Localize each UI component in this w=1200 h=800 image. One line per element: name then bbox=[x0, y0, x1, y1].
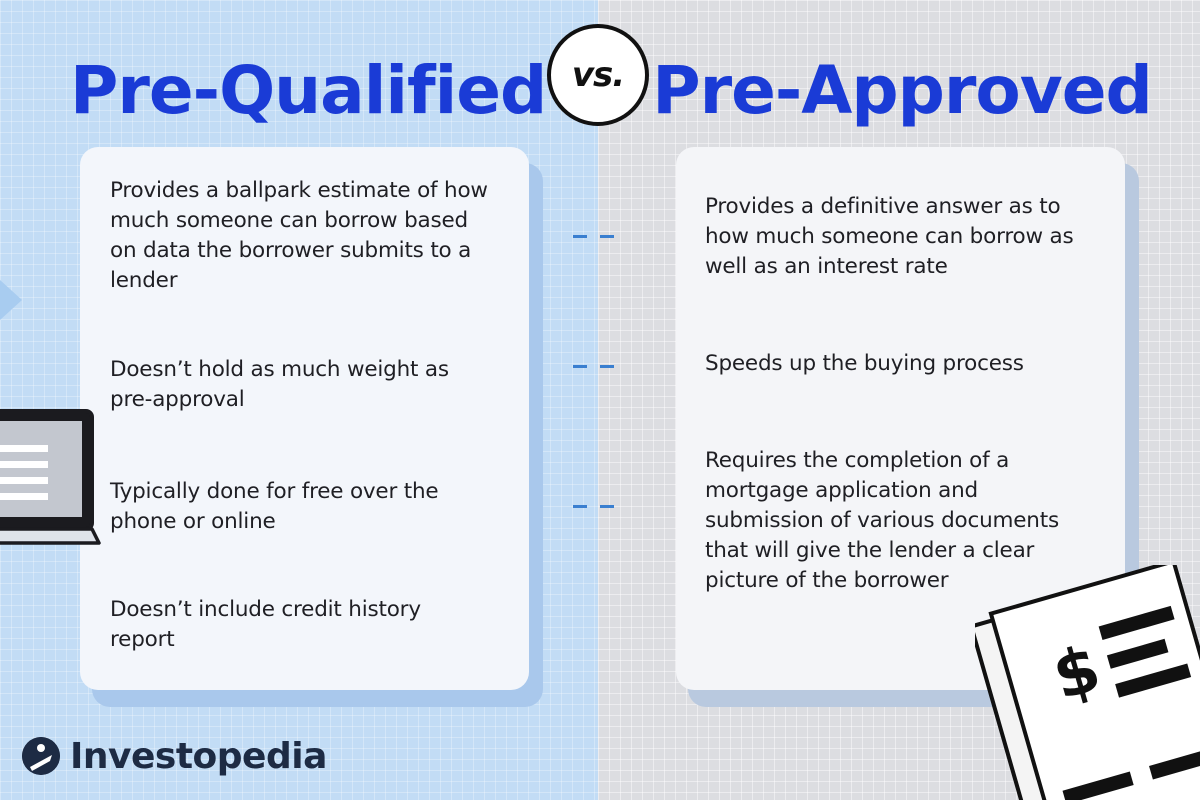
connector-dash bbox=[600, 505, 614, 508]
pre-qualified-item: Doesn’t hold as much weight as pre-appro… bbox=[110, 357, 449, 412]
connector-dash bbox=[600, 365, 614, 368]
pre-approved-item: Speeds up the buying process bbox=[705, 351, 1024, 376]
pre-qualified-card bbox=[80, 147, 529, 690]
pre-qualified-title: Pre-Qualified bbox=[70, 52, 547, 129]
connector-dash bbox=[573, 365, 587, 368]
pre-approved-item: Provides a definitive answer as to how m… bbox=[705, 194, 1074, 279]
investopedia-logo-icon bbox=[22, 737, 60, 775]
investopedia-logo: Investopedia bbox=[22, 728, 327, 784]
pre-qualified-item: Doesn’t include credit history report bbox=[110, 597, 421, 652]
connector-dash bbox=[573, 505, 587, 508]
vs-badge: vs. bbox=[547, 24, 649, 126]
dollar-documents-icon: $ bbox=[975, 565, 1200, 800]
pre-approved-title: Pre-Approved bbox=[652, 52, 1153, 129]
connector-dash bbox=[600, 235, 614, 238]
laptop-icon bbox=[0, 409, 101, 545]
pre-qualified-item: Typically done for free over the phone o… bbox=[110, 479, 439, 534]
investopedia-wordmark: Investopedia bbox=[70, 735, 327, 777]
pre-qualified-item: Provides a ballpark estimate of how much… bbox=[110, 178, 488, 293]
triangle-decoration bbox=[0, 280, 22, 320]
connector-dash bbox=[573, 235, 587, 238]
pre-approved-item: Requires the completion of a mortgage ap… bbox=[705, 448, 1059, 593]
